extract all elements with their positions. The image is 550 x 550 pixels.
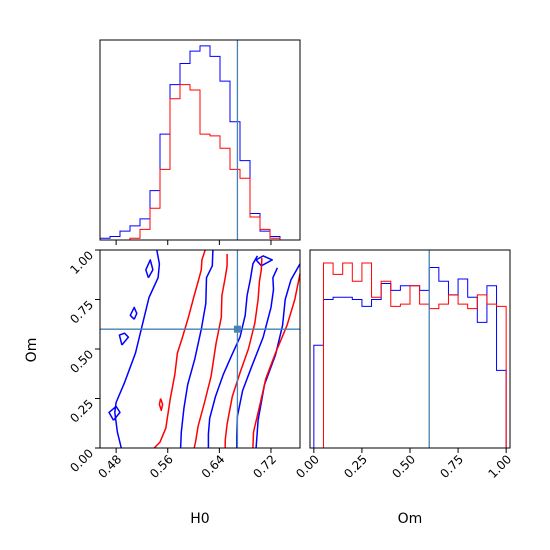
om-hist-tick-label: 0.75 — [437, 452, 466, 481]
omh0-y-ticks: 0.00 0.25 0.50 0.75 1.00 — [67, 248, 100, 475]
omh0-x-ticks: 0.48 0.56 0.64 0.72 — [95, 448, 279, 481]
h0-hist-ticks — [115, 240, 272, 245]
om-hist-series-group — [313, 262, 507, 449]
h0-hist-frame — [99, 39, 301, 241]
contour-line-red-13 — [224, 257, 263, 448]
om-tick-label: 0.25 — [67, 397, 96, 426]
om-tick-label: 0.50 — [67, 347, 96, 376]
h0-tick-label: 0.48 — [95, 452, 124, 481]
h0-axis-label: H0 — [190, 511, 209, 527]
om-axis-label: Om — [24, 338, 40, 363]
contour-line-blue-6 — [118, 332, 130, 346]
contour-line-red-14 — [158, 398, 164, 412]
h0-hist-series-group — [99, 45, 300, 241]
contour-line-red-12 — [193, 254, 228, 449]
om-hist-tick-label: 0.50 — [389, 452, 418, 481]
h0-hist-series-blue — [99, 45, 300, 241]
om-histogram-panel: 0.00 0.25 0.50 0.75 1.00 Om — [293, 249, 514, 527]
om-hist-x-ticks: 0.00 0.25 0.50 0.75 1.00 — [293, 448, 514, 481]
contour-line-blue-9 — [255, 255, 274, 267]
contour-line-blue-7 — [129, 306, 138, 320]
om-hist-axis-label: Om — [398, 511, 423, 527]
om-hist-tick-label: 0.00 — [293, 452, 322, 481]
truth-marker — [233, 325, 241, 333]
contour-lines-group — [108, 249, 301, 449]
om-hist-tick-label: 0.25 — [341, 452, 370, 481]
om-tick-label: 0.75 — [67, 298, 96, 327]
contour-line-blue-5 — [108, 405, 121, 421]
omh0-2d-panel: 0.48 0.56 0.64 0.72 0.00 0.25 0.50 0.75 1.00 H0… — [24, 248, 301, 527]
om-tick-label: 0.00 — [67, 446, 96, 475]
om-hist-tick-label: 1.00 — [485, 452, 514, 481]
contour-line-blue-4 — [236, 267, 279, 448]
contour-line-blue-1 — [179, 249, 214, 449]
contour-line-blue-3 — [207, 255, 259, 448]
om-tick-label: 1.00 — [67, 248, 96, 277]
contour-line-red-11 — [252, 273, 301, 449]
h0-histogram-panel — [99, 39, 301, 245]
contour-line-red-10 — [153, 249, 206, 449]
h0-tick-label: 0.72 — [250, 452, 279, 481]
contour-line-blue-8 — [145, 259, 154, 279]
h0-tick-label: 0.56 — [147, 452, 176, 481]
h0-hist-series-red — [100, 84, 300, 241]
contour-line-blue-0 — [114, 249, 161, 449]
h0-tick-label: 0.64 — [199, 452, 228, 481]
om-hist-frame — [309, 249, 511, 449]
contour-line-blue-2 — [255, 263, 301, 449]
om-hist-series-red — [313, 262, 507, 449]
